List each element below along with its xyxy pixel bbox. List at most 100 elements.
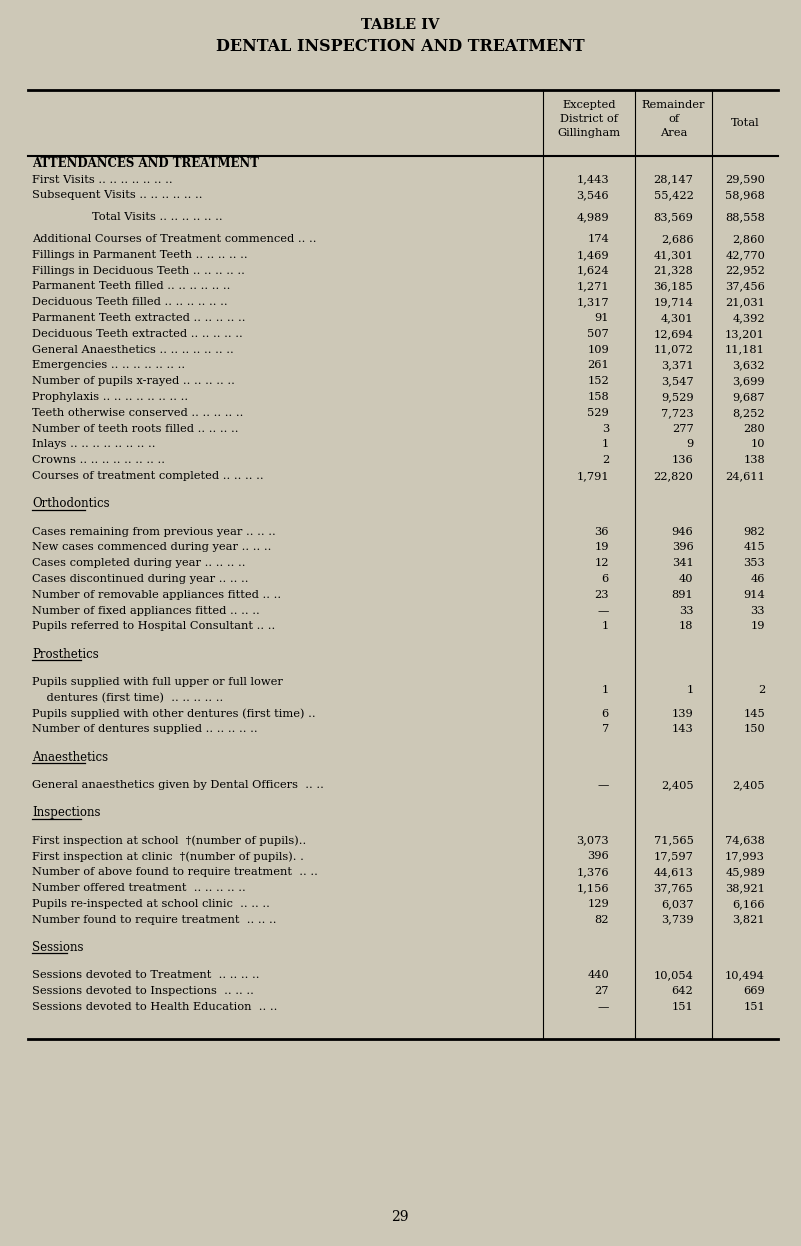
Text: 151: 151 (672, 1002, 694, 1012)
Text: Sessions devoted to Inspections  .. .. ..: Sessions devoted to Inspections .. .. .. (32, 986, 254, 996)
Text: 138: 138 (743, 455, 765, 465)
Text: 3,739: 3,739 (661, 915, 694, 925)
Text: 12,694: 12,694 (654, 329, 694, 339)
Text: 396: 396 (672, 542, 694, 552)
Text: Remainder
of
Area: Remainder of Area (642, 100, 705, 138)
Text: 280: 280 (743, 424, 765, 434)
Text: 42,770: 42,770 (725, 250, 765, 260)
Text: 45,989: 45,989 (725, 867, 765, 877)
Text: 6,037: 6,037 (661, 898, 694, 908)
Text: 36: 36 (594, 527, 609, 537)
Text: First inspection at clinic  †(number of pupils). .: First inspection at clinic †(number of p… (32, 851, 304, 862)
Text: 129: 129 (587, 898, 609, 908)
Text: 37,765: 37,765 (654, 883, 694, 893)
Text: 44,613: 44,613 (654, 867, 694, 877)
Text: Inlays .. .. .. .. .. .. .. ..: Inlays .. .. .. .. .. .. .. .. (32, 440, 155, 450)
Text: Deciduous Teeth filled .. .. .. .. .. ..: Deciduous Teeth filled .. .. .. .. .. .. (32, 298, 227, 308)
Text: 3,547: 3,547 (661, 376, 694, 386)
Text: dentures (first time)  .. .. .. .. ..: dentures (first time) .. .. .. .. .. (32, 693, 223, 703)
Text: 55,422: 55,422 (654, 191, 694, 201)
Text: 40: 40 (679, 574, 694, 584)
Text: Cases completed during year .. .. .. ..: Cases completed during year .. .. .. .. (32, 558, 245, 568)
Text: 1,156: 1,156 (577, 883, 609, 893)
Text: Deciduous Teeth extracted .. .. .. .. ..: Deciduous Teeth extracted .. .. .. .. .. (32, 329, 243, 339)
Text: Subsequent Visits .. .. .. .. .. ..: Subsequent Visits .. .. .. .. .. .. (32, 191, 203, 201)
Text: 88,558: 88,558 (725, 212, 765, 222)
Text: Cases discontinued during year .. .. ..: Cases discontinued during year .. .. .. (32, 574, 248, 584)
Text: 36,185: 36,185 (654, 282, 694, 292)
Text: 982: 982 (743, 527, 765, 537)
Text: 7,723: 7,723 (661, 407, 694, 417)
Text: —: — (598, 780, 609, 790)
Text: —: — (598, 606, 609, 616)
Text: Sessions devoted to Treatment  .. .. .. ..: Sessions devoted to Treatment .. .. .. .… (32, 971, 260, 981)
Text: TABLE IV: TABLE IV (360, 17, 439, 32)
Text: 143: 143 (672, 724, 694, 734)
Text: 2,405: 2,405 (732, 780, 765, 790)
Text: 529: 529 (587, 407, 609, 417)
Text: 1: 1 (602, 685, 609, 695)
Text: Number of dentures supplied .. .. .. .. ..: Number of dentures supplied .. .. .. .. … (32, 724, 258, 734)
Text: 396: 396 (587, 851, 609, 861)
Text: 1,469: 1,469 (577, 250, 609, 260)
Text: —: — (598, 1002, 609, 1012)
Text: 3,821: 3,821 (732, 915, 765, 925)
Text: 341: 341 (672, 558, 694, 568)
Text: 11,072: 11,072 (654, 345, 694, 355)
Text: 19: 19 (594, 542, 609, 552)
Text: 10,494: 10,494 (725, 971, 765, 981)
Text: DENTAL INSPECTION AND TREATMENT: DENTAL INSPECTION AND TREATMENT (215, 37, 584, 55)
Text: New cases commenced during year .. .. ..: New cases commenced during year .. .. .. (32, 542, 272, 552)
Text: 3,632: 3,632 (732, 360, 765, 370)
Text: 2: 2 (758, 685, 765, 695)
Text: Number of teeth roots filled .. .. .. ..: Number of teeth roots filled .. .. .. .. (32, 424, 239, 434)
Text: Crowns .. .. .. .. .. .. .. ..: Crowns .. .. .. .. .. .. .. .. (32, 455, 165, 465)
Text: 4,301: 4,301 (661, 313, 694, 323)
Text: 74,638: 74,638 (725, 836, 765, 846)
Text: 150: 150 (743, 724, 765, 734)
Text: 3,546: 3,546 (577, 191, 609, 201)
Text: 2,686: 2,686 (661, 234, 694, 244)
Text: 136: 136 (672, 455, 694, 465)
Text: 261: 261 (587, 360, 609, 370)
Text: Excepted
District of
Gillingham: Excepted District of Gillingham (557, 100, 621, 138)
Text: 12: 12 (594, 558, 609, 568)
Text: Fillings in Parmanent Teeth .. .. .. .. ..: Fillings in Parmanent Teeth .. .. .. .. … (32, 250, 248, 260)
Text: 1: 1 (602, 622, 609, 632)
Text: Number of removable appliances fitted .. ..: Number of removable appliances fitted ..… (32, 589, 281, 599)
Text: Sessions: Sessions (32, 941, 83, 954)
Text: Inspections: Inspections (32, 806, 100, 820)
Text: 353: 353 (743, 558, 765, 568)
Text: 17,993: 17,993 (725, 851, 765, 861)
Text: Pupils supplied with other dentures (first time) ..: Pupils supplied with other dentures (fir… (32, 709, 316, 719)
Text: 11,181: 11,181 (725, 345, 765, 355)
Text: Courses of treatment completed .. .. .. ..: Courses of treatment completed .. .. .. … (32, 471, 264, 481)
Text: 27: 27 (594, 986, 609, 996)
Text: Fillings in Deciduous Teeth .. .. .. .. ..: Fillings in Deciduous Teeth .. .. .. .. … (32, 265, 245, 275)
Text: 10: 10 (751, 440, 765, 450)
Text: 13,201: 13,201 (725, 329, 765, 339)
Text: Additional Courses of Treatment commenced .. ..: Additional Courses of Treatment commence… (32, 234, 316, 244)
Text: 9,687: 9,687 (732, 392, 765, 402)
Text: 17,597: 17,597 (654, 851, 694, 861)
Text: Emergencies .. .. .. .. .. .. ..: Emergencies .. .. .. .. .. .. .. (32, 360, 185, 370)
Text: 22,952: 22,952 (725, 265, 765, 275)
Text: Total Visits .. .. .. .. .. ..: Total Visits .. .. .. .. .. .. (92, 212, 223, 222)
Text: ATTENDANCES AND TREATMENT: ATTENDANCES AND TREATMENT (32, 157, 259, 171)
Text: 6: 6 (602, 709, 609, 719)
Text: 8,252: 8,252 (732, 407, 765, 417)
Text: 6,166: 6,166 (732, 898, 765, 908)
Text: 19,714: 19,714 (654, 298, 694, 308)
Text: 2,860: 2,860 (732, 234, 765, 244)
Text: Number offered treatment  .. .. .. .. ..: Number offered treatment .. .. .. .. .. (32, 883, 246, 893)
Text: 1,443: 1,443 (577, 174, 609, 184)
Text: 4,392: 4,392 (732, 313, 765, 323)
Text: 6: 6 (602, 574, 609, 584)
Text: 1,376: 1,376 (577, 867, 609, 877)
Text: 277: 277 (672, 424, 694, 434)
Text: 28,147: 28,147 (654, 174, 694, 184)
Text: 1,624: 1,624 (577, 265, 609, 275)
Text: 109: 109 (587, 345, 609, 355)
Text: 152: 152 (587, 376, 609, 386)
Text: General Anaesthetics .. .. .. .. .. .. ..: General Anaesthetics .. .. .. .. .. .. .… (32, 345, 234, 355)
